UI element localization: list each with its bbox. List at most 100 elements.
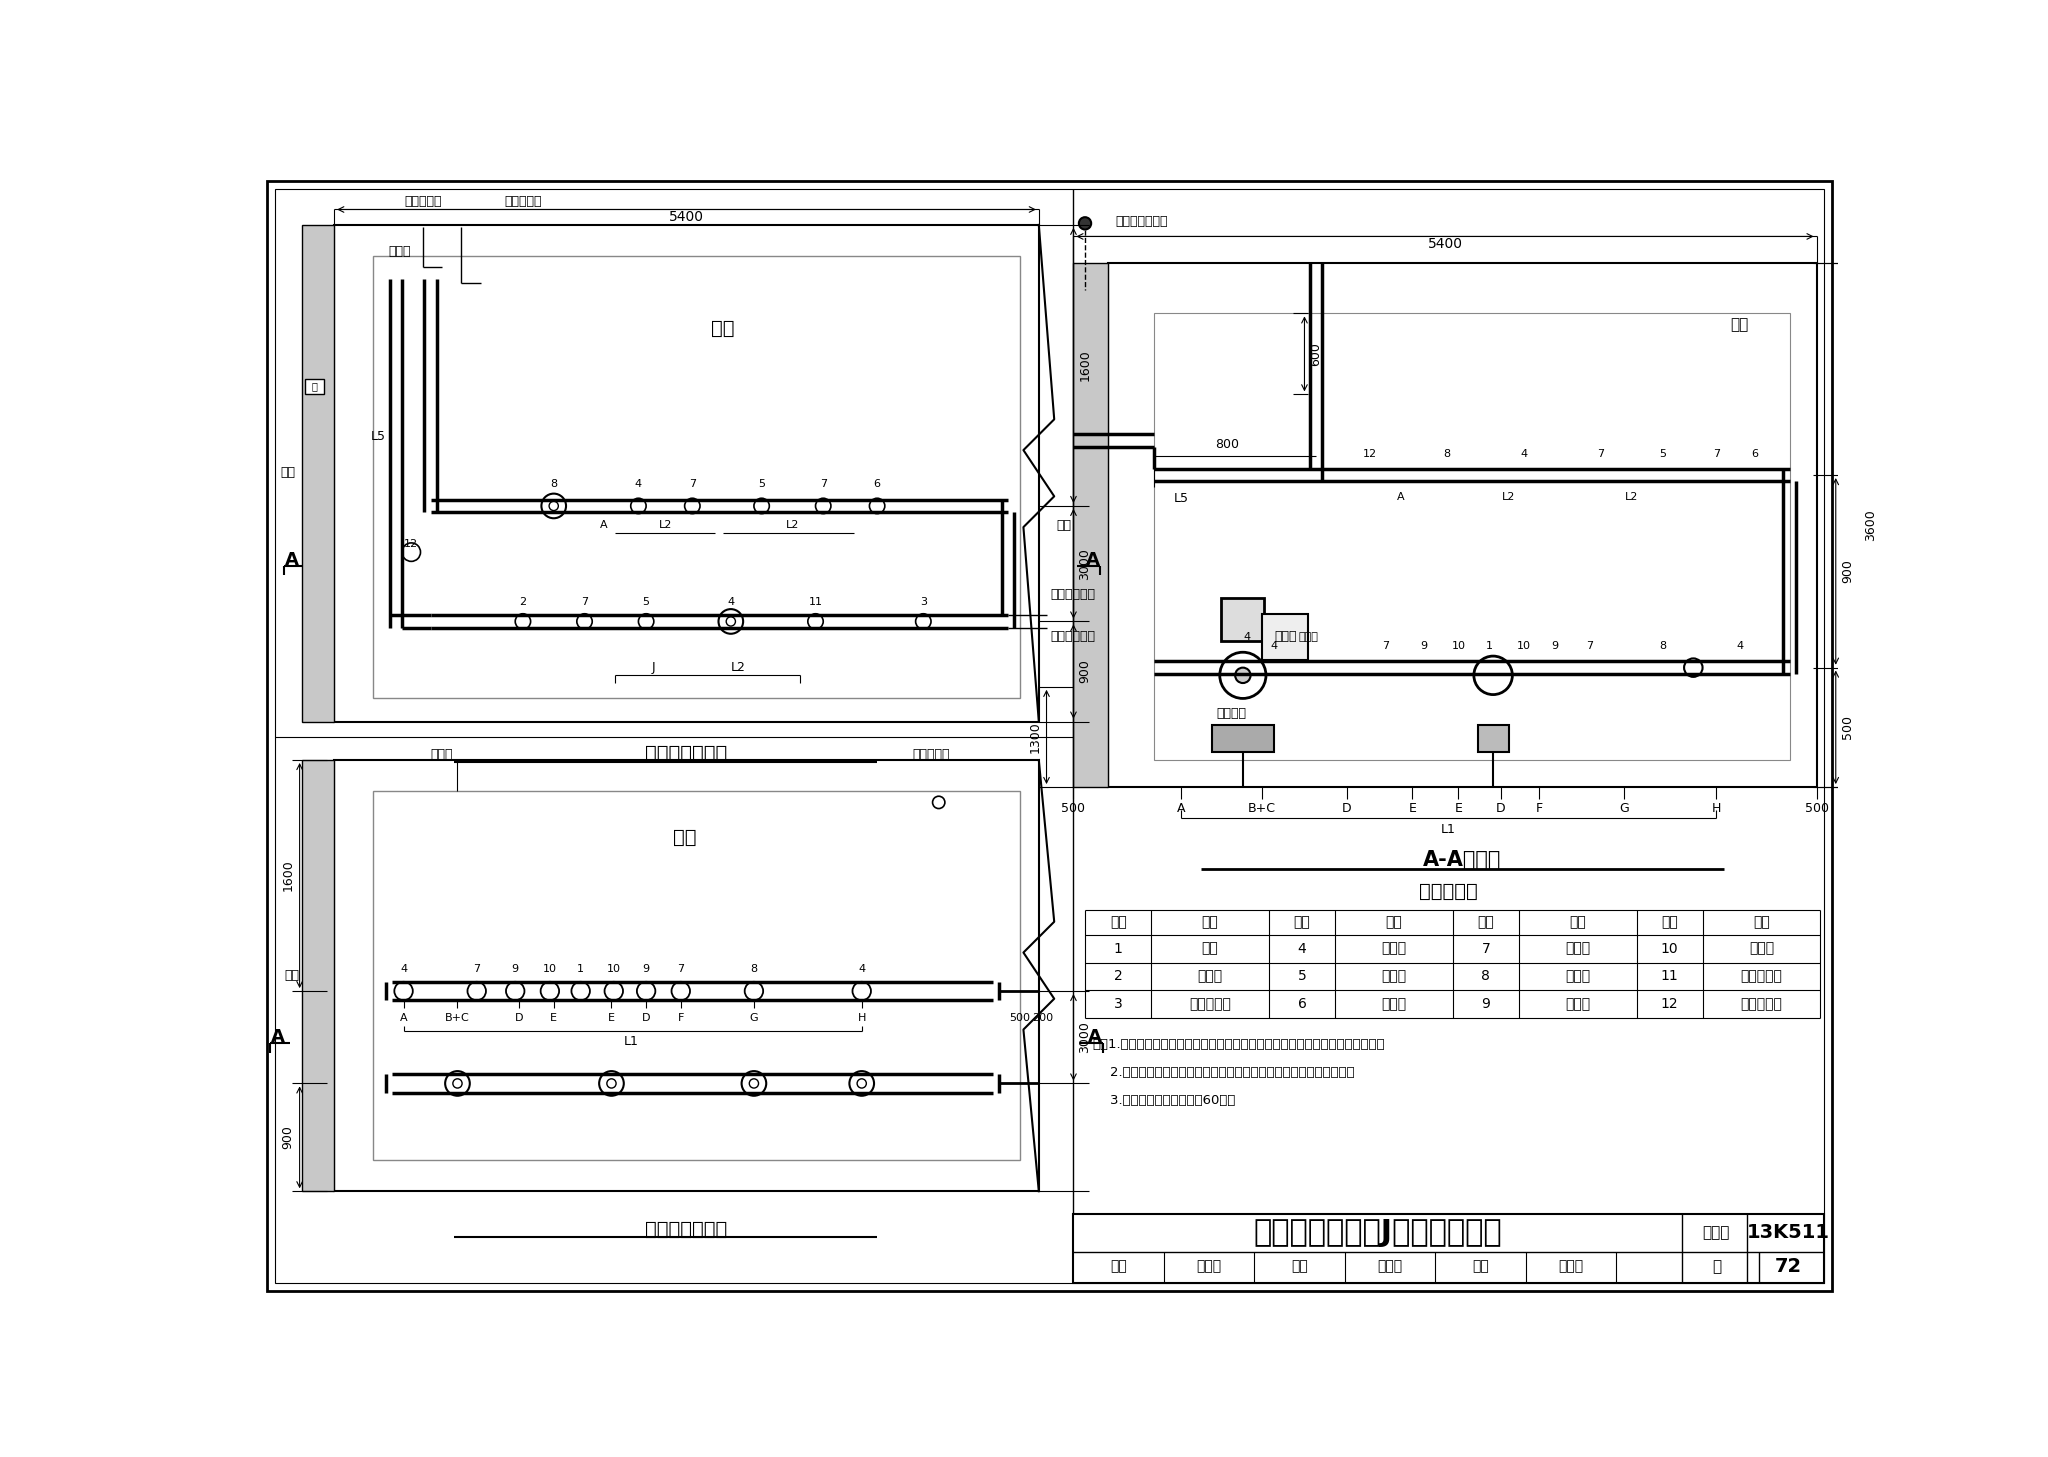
Text: 外墙: 外墙	[1057, 519, 1071, 532]
Text: 控制柜: 控制柜	[1298, 632, 1319, 643]
Text: A: A	[399, 1013, 408, 1023]
Bar	[301, 761, 334, 1192]
Text: 管网供水管: 管网供水管	[504, 195, 541, 208]
Text: 机房下部平面图: 机房下部平面图	[645, 1221, 727, 1240]
Text: 7: 7	[473, 965, 481, 975]
Bar	[305, 379, 324, 395]
Text: 压力表: 压力表	[1565, 941, 1591, 956]
Text: F: F	[678, 1013, 684, 1023]
Text: D: D	[1341, 801, 1352, 814]
Text: 6: 6	[1751, 449, 1759, 459]
Text: 900: 900	[281, 1125, 295, 1150]
Text: A-A剖面图: A-A剖面图	[1423, 849, 1501, 870]
Text: 10: 10	[1518, 641, 1532, 651]
Text: 压力传感器: 压力传感器	[1741, 969, 1782, 983]
Bar	[1212, 726, 1274, 752]
Text: A: A	[1087, 1029, 1102, 1046]
Bar	[334, 224, 1038, 721]
Text: 7: 7	[582, 597, 588, 608]
Text: A: A	[1397, 491, 1405, 501]
Text: 9: 9	[512, 965, 518, 975]
Text: 校对: 校对	[1292, 1260, 1309, 1273]
Text: 5: 5	[1659, 449, 1665, 459]
Text: 注：1.水泵弹性接头可用橡胶软接头也可用金属软管连接。具体做法以设计为准。: 注：1.水泵弹性接头可用橡胶软接头也可用金属软管连接。具体做法以设计为准。	[1094, 1039, 1384, 1052]
Text: 500: 500	[1010, 1013, 1030, 1023]
Text: B+C: B+C	[1247, 801, 1276, 814]
Text: 7: 7	[819, 479, 827, 490]
Text: 外墙: 外墙	[281, 466, 295, 479]
Text: 6: 6	[1298, 997, 1307, 1011]
Text: 编号: 编号	[1661, 915, 1677, 930]
Text: B+C: B+C	[444, 1013, 469, 1023]
Text: 变径管: 变径管	[1749, 941, 1774, 956]
Text: 机房: 机房	[674, 828, 696, 847]
Text: 1: 1	[1114, 941, 1122, 956]
Text: 审核: 审核	[1110, 1260, 1126, 1273]
Text: L5: L5	[1174, 492, 1188, 504]
Text: 8: 8	[1444, 449, 1450, 459]
Text: 3000: 3000	[1079, 548, 1092, 580]
Circle shape	[858, 1078, 866, 1088]
Text: 机房: 机房	[711, 319, 735, 338]
Text: 马振周: 马振周	[1559, 1260, 1583, 1273]
Text: 外墙: 外墙	[285, 969, 299, 982]
Text: 名称: 名称	[1753, 915, 1769, 930]
Text: 1600: 1600	[281, 860, 295, 892]
Text: 12: 12	[1362, 449, 1376, 459]
Text: 8: 8	[551, 479, 557, 490]
Text: 8: 8	[1481, 969, 1491, 983]
Text: 10: 10	[1661, 941, 1679, 956]
Text: 500: 500	[1804, 801, 1829, 814]
Text: 编号: 编号	[1477, 915, 1495, 930]
Text: 4: 4	[1270, 641, 1278, 651]
Bar	[1221, 599, 1264, 641]
Text: A: A	[285, 551, 299, 568]
Text: 8: 8	[750, 965, 758, 975]
Text: E: E	[608, 1013, 614, 1023]
Text: 图集号: 图集号	[1702, 1225, 1731, 1240]
Text: D: D	[514, 1013, 524, 1023]
Text: E: E	[1409, 801, 1417, 814]
Text: 设计: 设计	[1473, 1260, 1489, 1273]
Text: 管网回水管: 管网回水管	[403, 195, 442, 208]
Bar	[1262, 613, 1309, 660]
Text: E: E	[1454, 801, 1462, 814]
Text: 3: 3	[1114, 997, 1122, 1011]
Text: 800: 800	[1214, 439, 1239, 450]
Circle shape	[1221, 653, 1266, 698]
Bar	[334, 761, 1038, 1192]
Text: 4: 4	[1243, 632, 1249, 643]
Text: 室外温度传感器: 室外温度传感器	[1116, 214, 1167, 227]
Text: 4: 4	[1298, 941, 1307, 956]
Text: 5: 5	[1298, 969, 1307, 983]
Text: E: E	[551, 1013, 557, 1023]
Circle shape	[750, 1078, 758, 1088]
Text: 12: 12	[403, 539, 418, 549]
Text: 7: 7	[678, 965, 684, 975]
Text: L2: L2	[1501, 491, 1516, 501]
Text: 900: 900	[1079, 660, 1092, 683]
Text: 1: 1	[1485, 641, 1493, 651]
Text: 控制柜: 控制柜	[430, 747, 453, 761]
Text: 9: 9	[1550, 641, 1559, 651]
Text: F: F	[1536, 801, 1542, 814]
Text: A: A	[1085, 551, 1100, 568]
Text: 接至积水坑: 接至积水坑	[911, 747, 950, 761]
Text: 11: 11	[1661, 969, 1679, 983]
Bar	[1073, 264, 1108, 787]
Text: 3600: 3600	[1864, 510, 1876, 541]
Text: 4: 4	[1520, 449, 1528, 459]
Text: 接用户回水管: 接用户回水管	[1051, 631, 1096, 644]
Text: 3.安装尺寸详见本图集第60页。: 3.安装尺寸详见本图集第60页。	[1094, 1094, 1235, 1107]
Text: 4: 4	[858, 965, 866, 975]
Text: 1300: 1300	[1028, 721, 1042, 753]
Text: 4: 4	[635, 479, 641, 490]
Text: 10: 10	[606, 965, 621, 975]
Text: 寇超美: 寇超美	[1196, 1260, 1223, 1273]
Text: 200: 200	[1032, 1013, 1053, 1023]
Text: 600: 600	[1309, 342, 1323, 366]
Text: L2: L2	[659, 520, 672, 530]
Text: 3000: 3000	[1079, 1021, 1092, 1053]
Text: 能量计: 能量计	[1198, 969, 1223, 983]
Text: H: H	[1712, 801, 1720, 814]
